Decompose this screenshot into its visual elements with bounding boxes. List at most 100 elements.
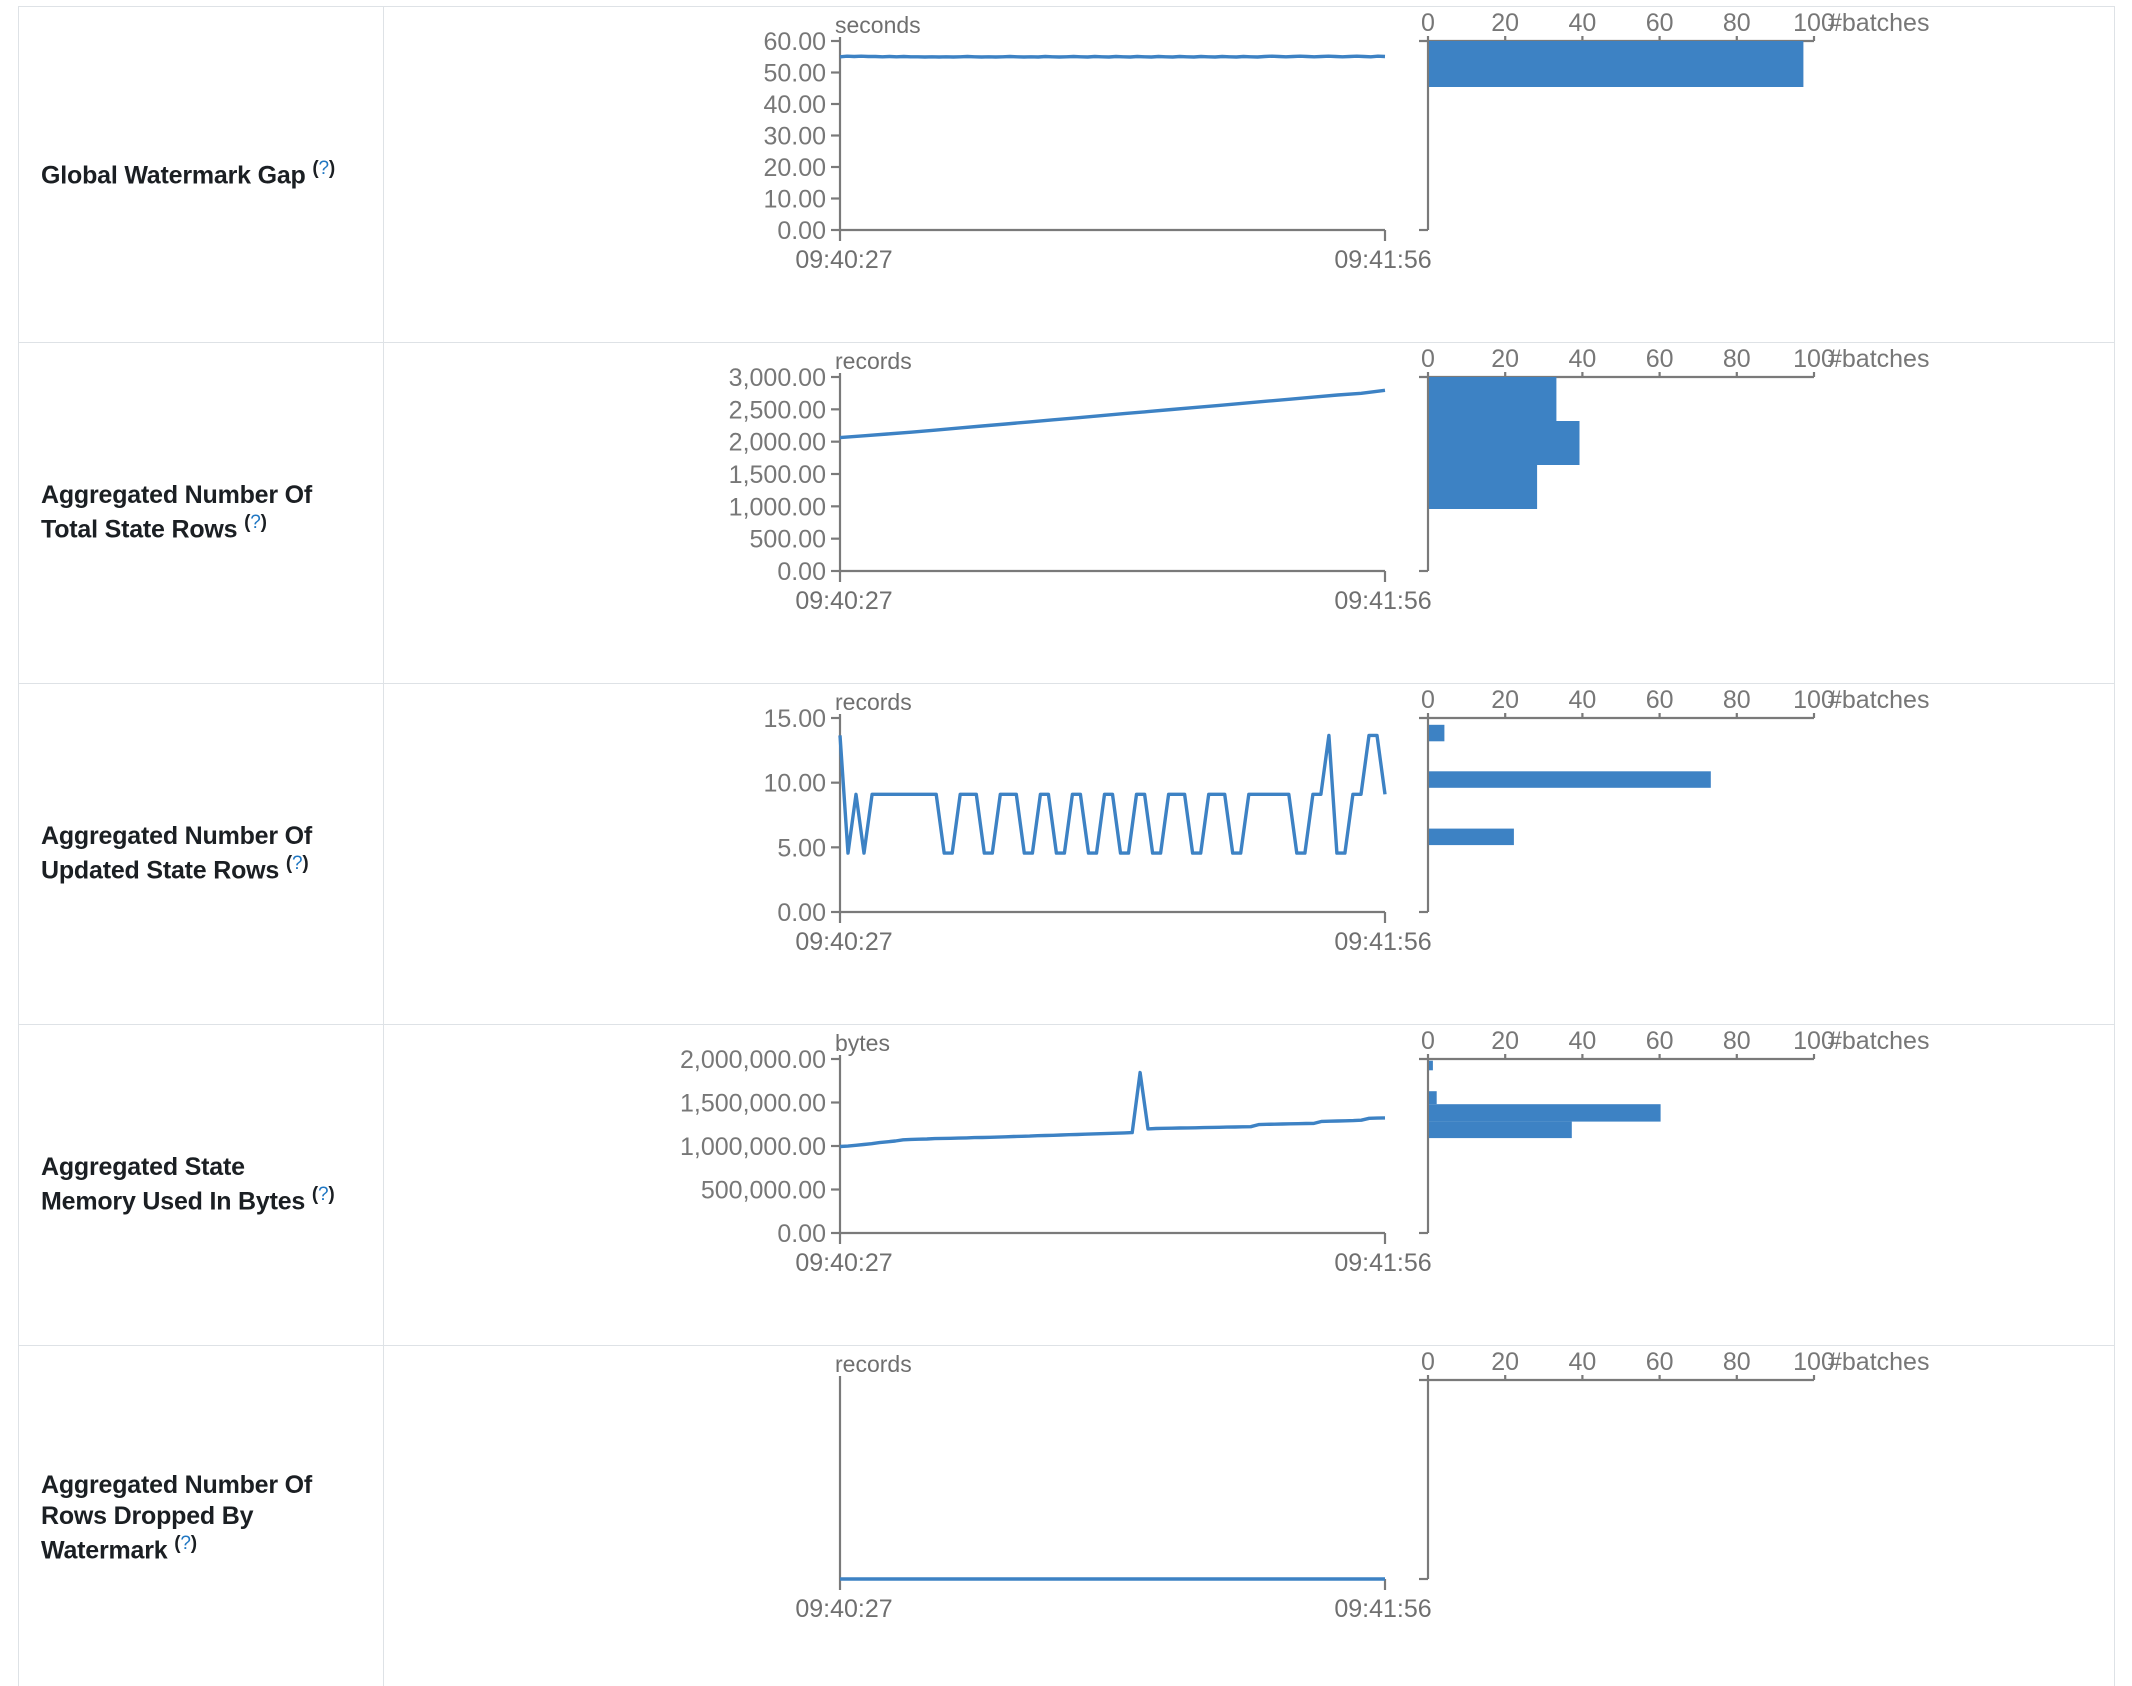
metric-chart-svg[interactable]: records 09:40:27 09:41:56 0 20 40 60 80 100#batc… [384, 1346, 2114, 1686]
timeline-x-end-label: 09:41:56 [1334, 587, 1431, 615]
timeline-y-tick: 1,000.00 [729, 493, 826, 521]
timeline-y-tick: 40.00 [763, 91, 826, 119]
metric-row: Aggregated Number Of Updated State Rows (… [18, 683, 2115, 1025]
histogram-x-tick: 20 [1491, 345, 1519, 373]
timeline-y-tick: 5.00 [777, 834, 826, 862]
timeline-x-end-label: 09:41:56 [1334, 928, 1431, 956]
metric-chart-cell: records 3,000.00 2,500.00 2,000.00 1,500.00 1… [383, 342, 2115, 684]
timeline-unit-label: records [835, 348, 912, 374]
metric-chart-wrap: records 15.00 10.00 5.00 0.00 09:40:27 09:41:5… [384, 684, 2114, 1024]
histogram-axis-label: #batches [1828, 1027, 1929, 1055]
timeline-y-tick: 0.00 [777, 558, 826, 586]
timeline-unit-label: records [835, 689, 912, 715]
timeline-y-tick: 1,500,000.00 [680, 1090, 826, 1118]
metric-label-cell: Aggregated Number Of Rows Dropped By Water… [18, 1345, 384, 1686]
metric-chart-wrap: records 09:40:27 09:41:56 0 20 40 60 80 100 #batc… [384, 1346, 2114, 1686]
histogram-x-tick: 100 [1793, 345, 1835, 373]
timeline-y-tick: 10.00 [763, 186, 826, 214]
histogram-x-tick: 80 [1723, 1027, 1751, 1055]
timeline-x-start-label: 09:40:27 [795, 1595, 892, 1623]
metric-title: Global Watermark Gap (?) [41, 158, 335, 190]
timeline-y-tick: 2,500.00 [729, 396, 826, 424]
histogram-x-tick: 0 [1421, 1348, 1435, 1376]
timeline-y-tick: 0.00 [777, 217, 826, 245]
timeline-series [839, 388, 1386, 440]
metric-chart-svg[interactable]: bytes 2,000,000.00 1,500,000.00 1,000,000.0… [384, 1025, 2114, 1345]
help-icon[interactable]: ? [250, 512, 261, 534]
histogram-x-tick: 60 [1646, 345, 1674, 373]
metric-title: Aggregated Number Of Total State Rows (?) [41, 481, 313, 544]
metric-chart-svg[interactable]: records 3,000.00 2,500.00 2,000.00 1,500.00 1… [384, 343, 2114, 683]
histogram-x-tick: 60 [1646, 1027, 1674, 1055]
metric-row: Aggregated Number Of Rows Dropped By Water… [18, 1345, 2115, 1686]
help-icon[interactable]: ? [318, 158, 329, 180]
timeline-x-end-label: 09:41:56 [1334, 246, 1431, 274]
histogram-x-tick: 100 [1793, 686, 1835, 714]
metric-label-cell: Global Watermark Gap (?) [18, 6, 384, 343]
histogram-x-tick: 60 [1646, 1348, 1674, 1376]
histogram-x-tick: 80 [1723, 345, 1751, 373]
metric-label-cell: Aggregated Number Of Updated State Rows (… [18, 683, 384, 1025]
help-icon[interactable]: ? [318, 1184, 329, 1206]
timeline-x-end-label: 09:41:56 [1334, 1595, 1431, 1623]
timeline-y-tick: 0.00 [777, 899, 826, 927]
timeline-y-tick: 50.00 [763, 60, 826, 88]
histogram-x-tick: 100 [1793, 1348, 1835, 1376]
histogram-x-tick: 80 [1723, 9, 1751, 37]
histogram-x-tick: 20 [1491, 686, 1519, 714]
timeline-series [838, 733, 1387, 855]
timeline-unit-label: seconds [835, 12, 921, 38]
timeline-y-tick: 10.00 [763, 770, 826, 798]
histogram-x-tick: 20 [1491, 1027, 1519, 1055]
histogram-bar [1429, 724, 1445, 742]
histogram-x-tick: 0 [1421, 686, 1435, 714]
metric-chart-wrap: bytes 2,000,000.00 1,500,000.00 1,000,000.0… [384, 1025, 2114, 1345]
metric-row: Aggregated Number Of Total State Rows (?)… [18, 342, 2115, 684]
histogram-x-tick: 100 [1793, 1027, 1835, 1055]
histogram-axis-label: #batches [1828, 9, 1929, 37]
metric-chart-svg[interactable]: seconds 60.00 50.00 40.00 30.00 20.00 10.00 0.0… [384, 7, 2114, 342]
timeline-y-tick: 1,000,000.00 [680, 1133, 826, 1161]
histogram-x-tick: 0 [1421, 1027, 1435, 1055]
metric-chart-cell: bytes 2,000,000.00 1,500,000.00 1,000,000.0… [383, 1024, 2115, 1346]
help-icon[interactable]: ? [292, 853, 303, 875]
timeline-series [839, 1070, 1386, 1149]
histogram-x-tick: 40 [1568, 686, 1596, 714]
help-icon[interactable]: ? [180, 1533, 191, 1555]
histogram-x-tick: 60 [1646, 686, 1674, 714]
histogram-bar [1429, 1104, 1661, 1122]
streaming-metrics-table: Global Watermark Gap (?) seconds 60.00 50.0… [18, 6, 2115, 1686]
histogram-bar [1429, 828, 1514, 846]
histogram-bar [1429, 377, 1557, 421]
timeline-y-tick: 2,000,000.00 [680, 1046, 826, 1074]
metric-row: Aggregated State Memory Used In Bytes (?)… [18, 1024, 2115, 1346]
metric-title: Aggregated Number Of Updated State Rows (… [41, 822, 313, 885]
timeline-y-tick: 0.00 [777, 1220, 826, 1248]
histogram-x-tick: 0 [1421, 9, 1435, 37]
timeline-x-start-label: 09:40:27 [795, 246, 892, 274]
histogram-x-tick: 60 [1646, 9, 1674, 37]
histogram-x-tick: 80 [1723, 686, 1751, 714]
histogram-x-tick: 100 [1793, 9, 1835, 37]
histogram-bar [1429, 771, 1711, 788]
histogram-bar [1429, 1121, 1572, 1139]
timeline-y-tick: 500,000.00 [701, 1177, 826, 1205]
metric-label-cell: Aggregated State Memory Used In Bytes (?) [18, 1024, 384, 1346]
timeline-x-start-label: 09:40:27 [795, 928, 892, 956]
metric-row: Global Watermark Gap (?) seconds 60.00 50.0… [18, 6, 2115, 343]
timeline-y-tick: 500.00 [750, 526, 826, 554]
timeline-x-start-label: 09:40:27 [795, 587, 892, 615]
timeline-y-tick: 3,000.00 [729, 364, 826, 392]
timeline-y-tick: 20.00 [763, 154, 826, 182]
timeline-y-tick: 60.00 [763, 28, 826, 56]
timeline-unit-label: records [835, 1351, 912, 1377]
histogram-axis-label: #batches [1828, 686, 1929, 714]
metric-chart-cell: records 09:40:27 09:41:56 0 20 40 60 80 100 #batc… [383, 1345, 2115, 1686]
histogram-x-tick: 40 [1568, 345, 1596, 373]
histogram-x-tick: 20 [1491, 1348, 1519, 1376]
histogram-bar [1429, 421, 1580, 465]
histogram-bar [1429, 1091, 1437, 1105]
histogram-bar [1429, 465, 1538, 509]
